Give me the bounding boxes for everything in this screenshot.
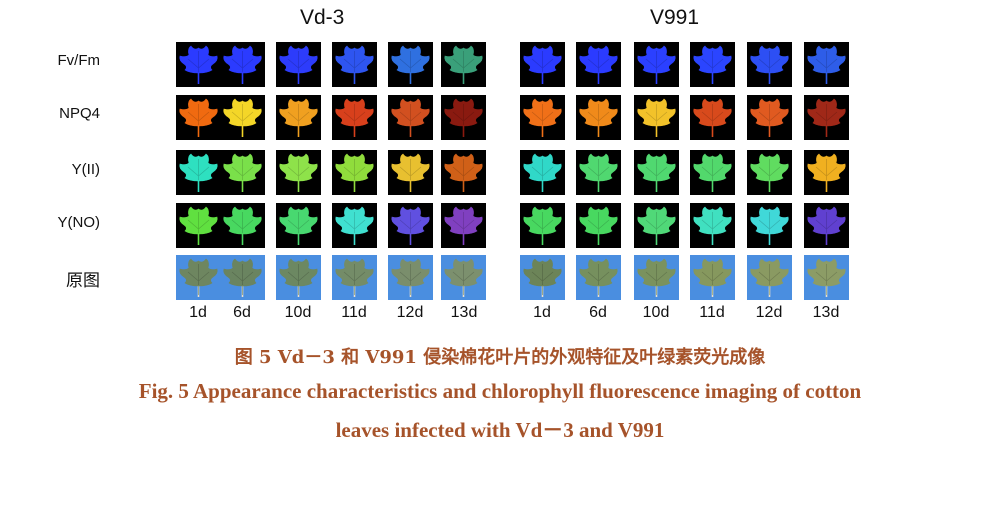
figure-caption-chinese: 图 5 Vd－3 和 V991 侵染棉花叶片的外观特征及叶绿素荧光成像 [234,347,766,368]
leaf-image-yno [441,203,486,248]
leaf-image-npq4 [176,95,221,140]
day-label: 6d [233,304,251,321]
leaf-image-fvfm [576,42,621,87]
leaf-image-photo [276,255,321,300]
leaf-image-npq4 [276,95,321,140]
leaf-image-yno [388,203,433,248]
leaf-image-npq4 [634,95,679,140]
day-label: 13d [812,304,840,321]
row-label-photo: 原图 [66,271,100,291]
day-label: 10d [642,304,670,321]
leaf-image-fvfm [276,42,321,87]
leaf-image-fvfm [388,42,433,87]
leaf-image-photo [576,255,621,300]
leaf-image-photo [176,255,221,300]
figure-panel: Vd-3 V991 Fv/Fm NPQ4 Y(II) Y(NO) 原图 1d 6… [57,6,849,321]
leaf-image-fvfm [747,42,792,87]
leaf-image-fvfm [176,42,221,87]
leaf-image-yno [176,203,221,248]
leaf-image-y2 [576,150,621,195]
row-label-fvfm: Fv/Fm [57,52,101,69]
leaf-image-yno [690,203,735,248]
leaf-image-y2 [220,150,265,195]
row-label-npq4: NPQ4 [59,105,100,122]
panel-title-v991: V991 [650,6,700,29]
leaf-image-photo [441,255,486,300]
leaf-image-yno [804,203,849,248]
leaf-image-yno [747,203,792,248]
leaf-image-photo [220,255,265,300]
leaf-image-yno [576,203,621,248]
row-label-yno: Y(NO) [57,214,101,231]
leaf-image-yno [332,203,377,248]
leaf-image-y2 [634,150,679,195]
leaf-image-npq4 [576,95,621,140]
leaf-image-photo [634,255,679,300]
leaf-image-yno [634,203,679,248]
leaf-image-fvfm [441,42,486,87]
leaf-image-y2 [690,150,735,195]
day-label: 12d [755,304,783,321]
leaf-image-npq4 [388,95,433,140]
leaf-image-yno [276,203,321,248]
day-label: 11d [699,304,725,321]
day-label: 10d [284,304,312,321]
panel-title-vd3: Vd-3 [300,6,345,29]
day-label: 1d [189,304,207,321]
leaf-image-fvfm [332,42,377,87]
leaf-image-photo [747,255,792,300]
row-label-y2: Y(II) [71,161,100,178]
leaf-image-fvfm [634,42,679,87]
leaf-image-yno [220,203,265,248]
leaf-image-npq4 [747,95,792,140]
figure-caption-english-line2: leaves infected with Vd－3 and V991 [335,418,665,442]
leaf-image-y2 [520,150,565,195]
leaf-image-y2 [441,150,486,195]
leaf-image-npq4 [804,95,849,140]
leaf-image-npq4 [441,95,486,140]
day-label: 6d [589,304,607,321]
leaf-image-photo [388,255,433,300]
leaf-image-y2 [804,150,849,195]
leaf-image-fvfm [520,42,565,87]
leaf-image-fvfm [690,42,735,87]
leaf-image-npq4 [220,95,265,140]
leaf-image-y2 [276,150,321,195]
leaf-image-photo [804,255,849,300]
figure-caption-english-line1: Fig. 5 Appearance characteristics and ch… [138,379,862,403]
leaf-image-y2 [332,150,377,195]
day-label: 11d [341,304,367,321]
leaf-image-fvfm [220,42,265,87]
leaf-image-yno [520,203,565,248]
leaf-image-npq4 [690,95,735,140]
leaf-image-y2 [388,150,433,195]
leaf-image-photo [332,255,377,300]
leaf-image-y2 [176,150,221,195]
leaf-image-photo [690,255,735,300]
leaf-image-npq4 [332,95,377,140]
day-label: 12d [396,304,424,321]
leaf-image-fvfm [804,42,849,87]
leaf-image-y2 [747,150,792,195]
leaf-image-npq4 [520,95,565,140]
day-label: 1d [533,304,551,321]
day-label: 13d [450,304,478,321]
leaf-image-photo [520,255,565,300]
